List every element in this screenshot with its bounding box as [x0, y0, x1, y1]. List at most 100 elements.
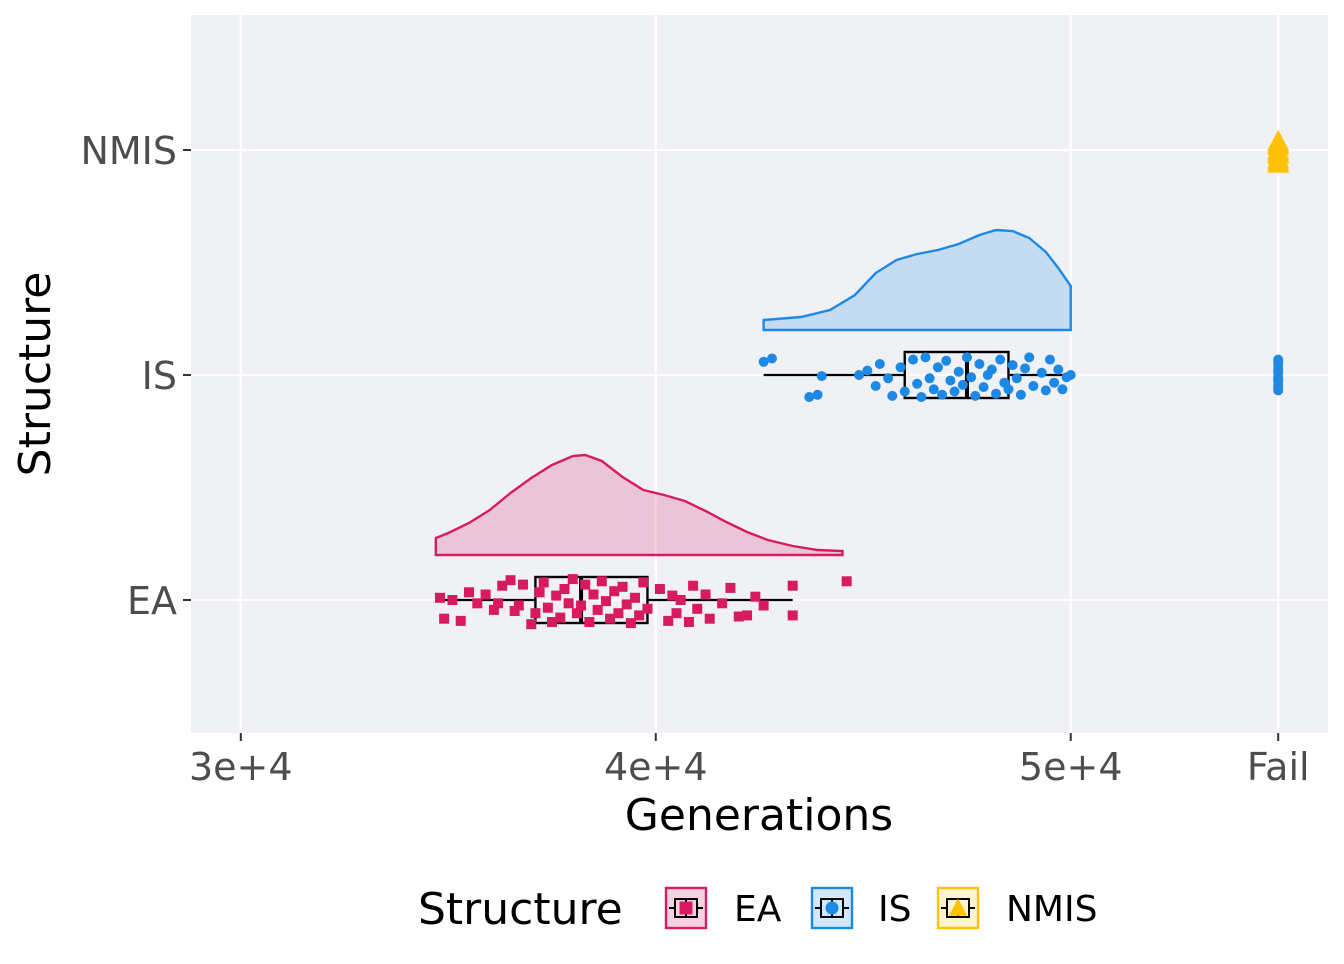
data-point	[883, 373, 894, 384]
legend: Structure EA IS NMIS	[418, 884, 1097, 935]
data-point	[991, 388, 1002, 399]
data-point	[995, 354, 1006, 365]
data-point	[551, 590, 562, 601]
data-point	[683, 617, 694, 627]
data-point	[488, 604, 499, 615]
data-point	[758, 356, 769, 367]
data-point	[978, 382, 989, 393]
data-point	[953, 366, 964, 377]
data-point	[733, 611, 744, 622]
data-point	[1273, 383, 1284, 394]
data-point	[580, 579, 591, 590]
data-point	[654, 584, 665, 594]
y-axis-title: Structure	[10, 272, 61, 477]
data-point	[1003, 384, 1014, 395]
box-is	[903, 350, 1010, 400]
data-point	[916, 392, 927, 402]
legend-keys: EA IS NMIS	[664, 886, 1097, 930]
data-point	[1057, 384, 1068, 395]
data-point	[941, 355, 952, 366]
data-point	[841, 576, 852, 587]
data-point	[667, 590, 678, 601]
data-point	[584, 617, 595, 627]
legend-item-ea: EA	[664, 886, 782, 930]
x-tick-label: 5e+4	[1019, 745, 1123, 789]
axes: 3e+4 4e+4 5e+4 Fail EA IS NMIS	[80, 129, 1309, 789]
data-point	[1007, 360, 1018, 371]
data-point	[1036, 367, 1047, 378]
data-point	[874, 359, 885, 369]
data-point	[1267, 131, 1290, 153]
legend-item-nmis: NMIS	[936, 886, 1097, 930]
data-point	[534, 587, 545, 598]
data-point	[497, 580, 508, 591]
legend-key-symbol	[825, 901, 839, 915]
data-point	[1028, 381, 1039, 391]
data-point	[547, 617, 558, 627]
y-tick-label: EA	[127, 579, 177, 623]
legend-title: Structure	[418, 884, 623, 935]
data-point	[920, 352, 931, 363]
data-point	[592, 604, 603, 615]
x-tick-label: 3e+4	[189, 745, 293, 789]
data-point	[480, 589, 491, 600]
legend-item-is: IS	[810, 886, 911, 930]
density-clouds	[434, 228, 1072, 557]
data-point	[1053, 364, 1064, 375]
x-tick-label: Fail	[1247, 745, 1310, 789]
data-point	[937, 389, 948, 400]
data-point	[605, 613, 616, 624]
data-point	[455, 615, 466, 626]
data-point	[675, 595, 686, 605]
data-point	[970, 390, 981, 401]
data-point	[472, 598, 483, 609]
y-tick-label: IS	[142, 354, 177, 398]
density-cloud-is	[762, 228, 1072, 332]
data-point	[517, 579, 528, 590]
data-point	[912, 378, 923, 389]
data-point	[854, 370, 865, 380]
data-point	[742, 610, 753, 621]
data-point	[1020, 363, 1031, 374]
data-point	[542, 602, 553, 613]
data-point	[974, 359, 985, 369]
data-point	[555, 612, 566, 623]
data-point	[630, 592, 641, 603]
data-point	[816, 371, 827, 382]
data-point	[509, 606, 520, 616]
data-point	[758, 600, 769, 611]
data-point	[1024, 352, 1035, 363]
data-point	[493, 598, 504, 609]
data-point	[505, 575, 516, 586]
data-point	[600, 596, 611, 607]
data-point	[447, 595, 458, 605]
data-point	[567, 574, 578, 585]
data-point	[434, 592, 445, 603]
data-point	[692, 603, 703, 614]
data-point	[513, 600, 524, 611]
data-point	[634, 610, 645, 621]
data-point	[1049, 377, 1060, 388]
data-point	[717, 598, 728, 609]
data-point	[961, 352, 972, 363]
data-point	[1044, 354, 1055, 365]
y-tick-label: NMIS	[80, 129, 177, 173]
data-point	[966, 372, 977, 383]
data-point	[957, 379, 968, 390]
data-point	[1273, 365, 1284, 376]
data-point	[576, 600, 587, 611]
data-point	[617, 581, 628, 592]
data-point	[1273, 374, 1284, 385]
data-point	[563, 598, 574, 609]
data-point	[700, 589, 711, 600]
data-point	[924, 373, 935, 384]
data-point	[642, 603, 653, 614]
data-point	[928, 384, 939, 395]
x-axis-title: Generations	[625, 790, 893, 841]
data-point	[571, 608, 582, 619]
legend-key-symbol	[949, 898, 967, 916]
data-point	[1273, 356, 1284, 367]
data-point	[887, 390, 898, 401]
data-point	[439, 613, 450, 624]
